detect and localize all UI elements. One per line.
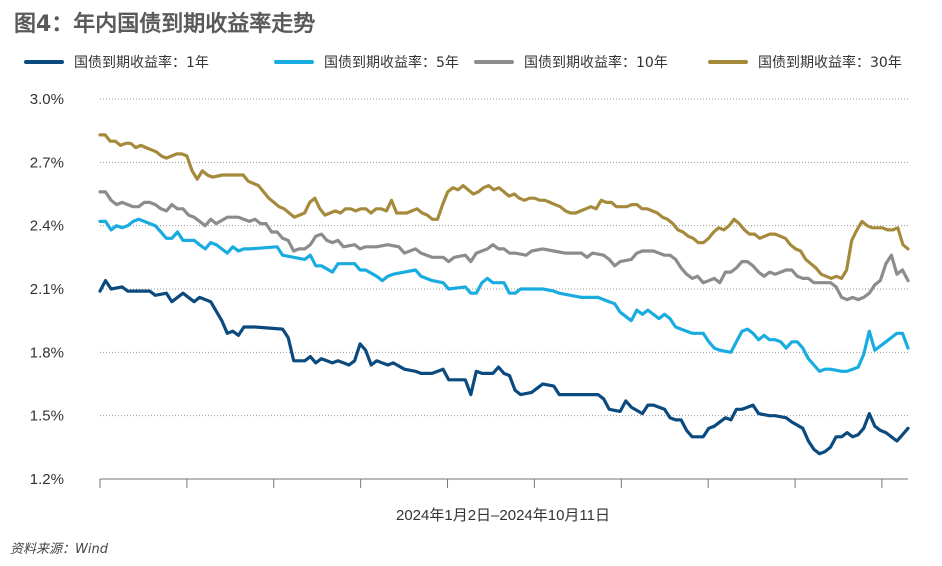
legend-swatch-30y: [708, 60, 748, 64]
legend-swatch-5y: [274, 60, 314, 64]
legend-swatch-1y: [24, 60, 64, 64]
series-line-5y: [98, 217, 910, 373]
legend-swatch-10y: [474, 60, 514, 64]
series-line-30y: [98, 133, 910, 280]
y-tick-label: 1.5%: [30, 408, 64, 425]
legend-item-10y: 国债到期收益率：10年: [474, 52, 668, 72]
legend-item-30y: 国债到期收益率：30年: [708, 52, 902, 72]
legend-item-5y: 国债到期收益率：5年: [274, 52, 459, 72]
y-tick-label: 2.7%: [30, 154, 64, 171]
x-axis-label: 2024年1月2日–2024年10月11日: [396, 507, 610, 524]
y-tick-label: 2.1%: [30, 281, 64, 298]
y-tick-label: 3.0%: [30, 91, 64, 108]
series-line-1y: [98, 279, 910, 456]
legend-label-5y: 国债到期收益率：5年: [324, 55, 459, 71]
y-tick-label: 1.2%: [30, 471, 64, 488]
series-line-10y: [98, 190, 910, 302]
legend-label-10y: 国债到期收益率：10年: [524, 55, 668, 71]
legend-item-1y: 国债到期收益率：1年: [24, 52, 209, 72]
legend-label-30y: 国债到期收益率：30年: [758, 55, 902, 71]
chart-title: 图4：年内国债到期收益率走势: [14, 12, 316, 37]
y-tick-label: 2.4%: [30, 218, 64, 235]
source-note: 资料来源：Wind: [10, 542, 108, 557]
legend-label-1y: 国债到期收益率：1年: [74, 55, 209, 71]
y-tick-label: 1.8%: [30, 344, 64, 361]
